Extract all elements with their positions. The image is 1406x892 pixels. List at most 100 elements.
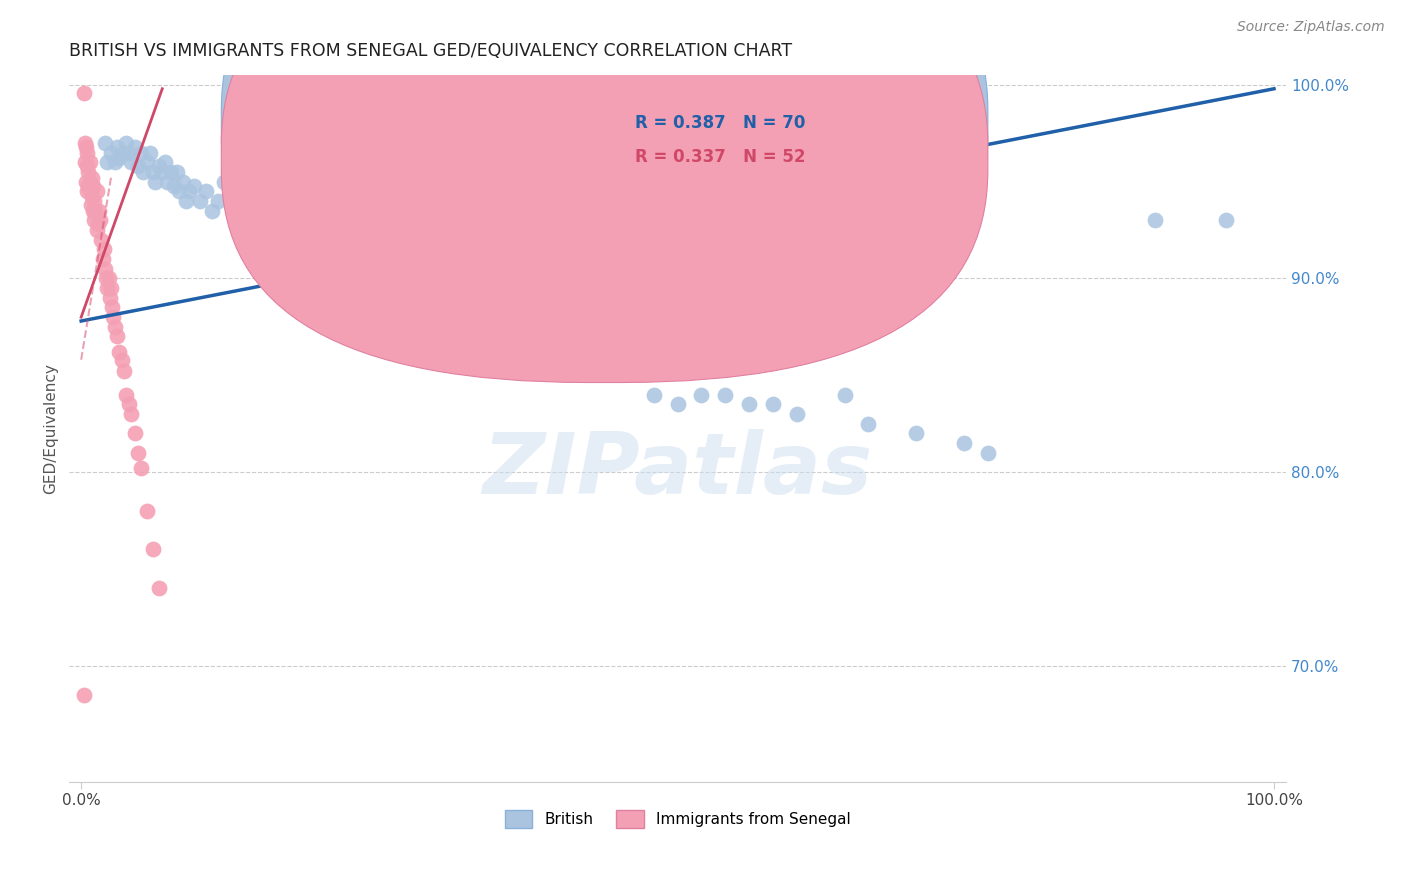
- Point: [80, 190, 103, 204]
- Point: [195, 184, 218, 198]
- Point: [76, 145, 98, 160]
- Point: [96, 155, 118, 169]
- Point: [82, 178, 104, 193]
- Point: [115, 387, 138, 401]
- Point: [91, 252, 114, 266]
- Point: [72, 86, 94, 100]
- Point: [115, 136, 138, 150]
- Point: [77, 165, 100, 179]
- Point: [72, 688, 94, 702]
- Point: [1215, 213, 1237, 227]
- Point: [762, 397, 785, 411]
- Point: [101, 301, 124, 315]
- Point: [73, 155, 96, 169]
- Point: [167, 184, 190, 198]
- Point: [201, 203, 224, 218]
- Point: [124, 426, 146, 441]
- Text: R = 0.337   N = 52: R = 0.337 N = 52: [636, 148, 806, 166]
- Point: [308, 233, 330, 247]
- Point: [132, 165, 155, 179]
- Point: [159, 165, 181, 179]
- Point: [475, 261, 498, 276]
- Point: [427, 252, 450, 266]
- Point: [207, 194, 229, 208]
- Point: [150, 165, 173, 179]
- Point: [1143, 213, 1166, 227]
- Point: [834, 387, 856, 401]
- Point: [172, 175, 194, 189]
- Point: [127, 445, 149, 459]
- Point: [156, 175, 179, 189]
- Point: [77, 178, 100, 193]
- Point: [690, 387, 713, 401]
- Point: [380, 252, 402, 266]
- Point: [93, 243, 115, 257]
- Point: [103, 310, 125, 325]
- Text: ZIPatlas: ZIPatlas: [482, 429, 873, 512]
- Point: [595, 319, 617, 334]
- Point: [90, 233, 112, 247]
- Point: [273, 194, 295, 208]
- Point: [87, 203, 110, 218]
- Point: [499, 281, 522, 295]
- FancyBboxPatch shape: [568, 93, 842, 181]
- Point: [643, 387, 665, 401]
- Point: [139, 145, 162, 160]
- Point: [84, 203, 107, 218]
- Point: [103, 319, 125, 334]
- Point: [135, 155, 157, 169]
- Point: [111, 145, 134, 160]
- Point: [124, 140, 146, 154]
- Point: [148, 581, 170, 595]
- Point: [135, 504, 157, 518]
- Point: [143, 175, 166, 189]
- Point: [666, 397, 689, 411]
- Point: [100, 145, 122, 160]
- Point: [80, 184, 103, 198]
- Point: [105, 329, 128, 343]
- Point: [858, 417, 880, 431]
- Point: [225, 198, 247, 212]
- Point: [523, 271, 546, 285]
- Point: [94, 136, 117, 150]
- Point: [127, 159, 149, 173]
- Point: [108, 152, 131, 166]
- Point: [80, 170, 103, 185]
- Point: [100, 281, 122, 295]
- Point: [905, 426, 928, 441]
- Point: [89, 213, 111, 227]
- Point: [166, 165, 188, 179]
- Point: [79, 175, 101, 189]
- Point: [190, 194, 212, 208]
- Point: [738, 397, 761, 411]
- Point: [75, 175, 97, 189]
- Text: R = 0.387   N = 70: R = 0.387 N = 70: [636, 113, 806, 131]
- Point: [97, 271, 120, 285]
- Point: [120, 407, 142, 421]
- Point: [183, 178, 205, 193]
- Y-axis label: GED/Equivalency: GED/Equivalency: [44, 363, 58, 494]
- Point: [112, 364, 135, 378]
- Point: [96, 281, 118, 295]
- Point: [94, 261, 117, 276]
- Text: BRITISH VS IMMIGRANTS FROM SENEGAL GED/EQUIVALENCY CORRELATION CHART: BRITISH VS IMMIGRANTS FROM SENEGAL GED/E…: [69, 42, 793, 60]
- Point: [786, 407, 808, 421]
- Point: [98, 291, 121, 305]
- Point: [619, 352, 641, 367]
- Point: [260, 213, 283, 227]
- Point: [76, 184, 98, 198]
- Text: Source: ZipAtlas.com: Source: ZipAtlas.com: [1237, 20, 1385, 34]
- Point: [284, 223, 307, 237]
- Point: [86, 184, 108, 198]
- Point: [174, 194, 197, 208]
- Point: [73, 136, 96, 150]
- Point: [129, 461, 152, 475]
- Point: [142, 542, 165, 557]
- Point: [118, 397, 141, 411]
- Point: [148, 159, 170, 173]
- Point: [82, 203, 104, 218]
- Point: [953, 436, 976, 450]
- Point: [451, 256, 474, 270]
- Point: [238, 184, 260, 198]
- Point: [214, 175, 236, 189]
